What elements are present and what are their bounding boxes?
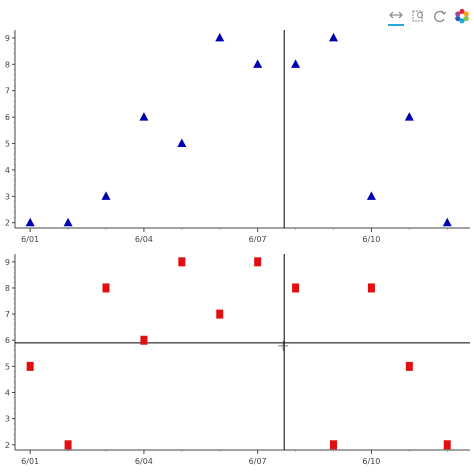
bokeh-logo[interactable] bbox=[454, 7, 470, 25]
pan-icon bbox=[389, 11, 403, 19]
x-tick-label: 6/10 bbox=[362, 457, 380, 466]
y-tick-label: 4 bbox=[5, 389, 10, 398]
x-tick-label: 6/01 bbox=[21, 235, 39, 244]
y-tick-label: 8 bbox=[5, 284, 10, 293]
square-marker[interactable] bbox=[140, 335, 148, 345]
y-tick-label: 3 bbox=[5, 192, 10, 201]
y-tick-label: 7 bbox=[5, 310, 10, 319]
x-tick-label: 6/04 bbox=[135, 235, 153, 244]
x-tick-label: 6/07 bbox=[249, 235, 267, 244]
triangle-marker[interactable] bbox=[25, 217, 35, 227]
reset-icon bbox=[434, 10, 447, 23]
triangle-marker[interactable] bbox=[329, 32, 338, 42]
triangle-marker[interactable] bbox=[253, 59, 263, 68]
x-tick-label: 6/04 bbox=[135, 457, 153, 466]
box-zoom-icon bbox=[412, 10, 423, 22]
triangle-marker[interactable] bbox=[63, 217, 73, 227]
square-marker[interactable] bbox=[254, 257, 262, 267]
square-marker[interactable] bbox=[405, 361, 413, 371]
x-tick-label: 6/10 bbox=[362, 235, 380, 244]
square-marker[interactable] bbox=[443, 440, 451, 450]
triangle-marker[interactable] bbox=[442, 217, 452, 227]
y-tick-label: 2 bbox=[5, 441, 10, 450]
triangle-marker[interactable] bbox=[291, 59, 301, 68]
y-tick-label: 6 bbox=[5, 113, 10, 122]
top-scatter-plot[interactable]: 2 3 4 5 6 7 8 9 6/01 6/04 6/07 6/10 bbox=[5, 30, 470, 244]
square-marker[interactable] bbox=[330, 440, 337, 450]
triangle-marker[interactable] bbox=[177, 138, 187, 148]
crosshair-cursor-icon bbox=[278, 340, 289, 351]
triangle-marker[interactable] bbox=[101, 191, 111, 200]
box-zoom-tool[interactable] bbox=[410, 7, 426, 25]
reset-tool[interactable] bbox=[432, 7, 448, 25]
bottom-scatter-plot[interactable]: 2 3 4 5 6 7 8 9 6/01 6/04 6/07 6/10 bbox=[5, 254, 470, 466]
square-marker[interactable] bbox=[292, 283, 300, 293]
triangle-marker[interactable] bbox=[139, 112, 149, 121]
triangle-marker[interactable] bbox=[366, 191, 376, 200]
triangle-marker[interactable] bbox=[404, 112, 414, 121]
square-marker[interactable] bbox=[367, 283, 375, 293]
y-tick-label: 8 bbox=[5, 60, 10, 69]
y-tick-label: 9 bbox=[5, 34, 10, 43]
x-tick-label: 6/01 bbox=[21, 457, 39, 466]
y-tick-label: 7 bbox=[5, 87, 10, 96]
y-tick-label: 9 bbox=[5, 258, 10, 267]
y-tick-label: 3 bbox=[5, 415, 10, 424]
triangle-marker[interactable] bbox=[215, 32, 225, 42]
square-marker[interactable] bbox=[102, 283, 110, 293]
y-tick-label: 4 bbox=[5, 166, 10, 175]
y-tick-label: 5 bbox=[5, 140, 10, 149]
pan-tool[interactable] bbox=[388, 6, 404, 26]
x-tick-label: 6/07 bbox=[249, 457, 267, 466]
square-marker[interactable] bbox=[216, 309, 224, 319]
bokeh-logo-icon bbox=[455, 8, 469, 24]
square-marker[interactable] bbox=[178, 257, 186, 267]
square-marker[interactable] bbox=[64, 440, 72, 450]
y-tick-label: 2 bbox=[5, 219, 10, 228]
square-marker[interactable] bbox=[26, 361, 34, 371]
y-tick-label: 6 bbox=[5, 336, 10, 345]
y-tick-label: 5 bbox=[5, 362, 10, 371]
toolbar bbox=[388, 4, 470, 28]
